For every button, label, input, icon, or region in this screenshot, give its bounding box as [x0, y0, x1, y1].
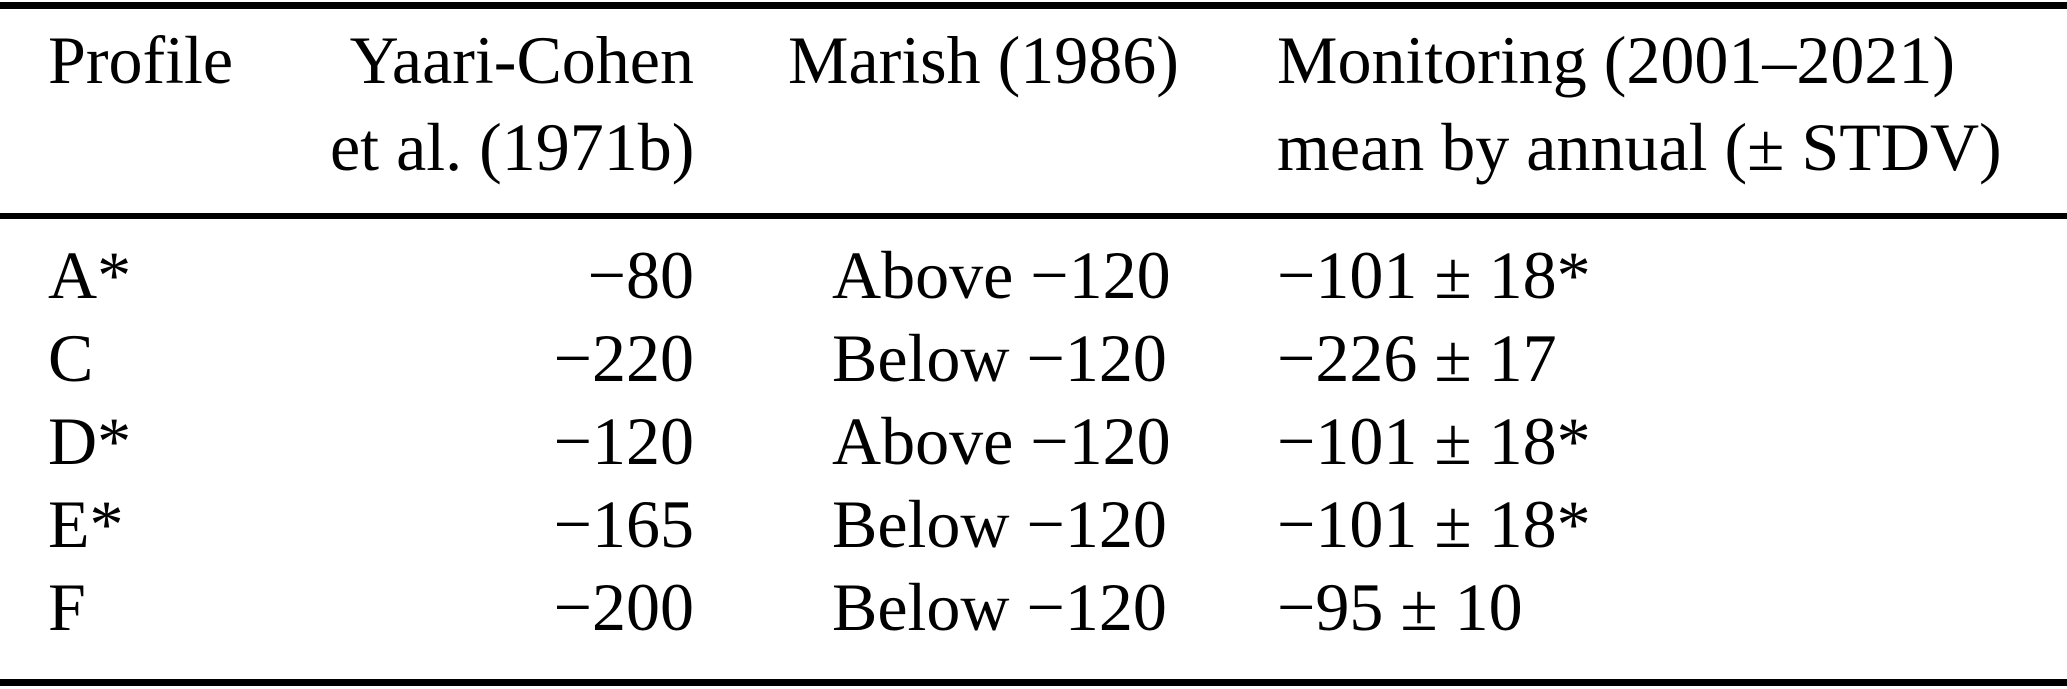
results-table: Profile Yaari-Cohen et al. (1971b) Maris… — [0, 0, 2067, 649]
cell-marish: Above −120 — [832, 237, 1171, 313]
header-yaari-cohen-line2: et al. (1971b) — [330, 109, 695, 185]
cell-marish: Below −120 — [832, 486, 1167, 562]
table-top-rule — [0, 2, 2067, 9]
header-monitoring-line2: mean by annual (± STDV) — [1277, 109, 2002, 185]
table-header: Profile Yaari-Cohen et al. (1971b) Maris… — [0, 0, 2067, 219]
cell-monitoring: −101 ± 18* — [1277, 237, 1591, 313]
header-yaari-cohen-line1: Yaari-Cohen — [349, 22, 694, 98]
cell-yaari: −200 — [553, 569, 694, 645]
header-profile-line1: Profile — [48, 22, 234, 98]
table-row: E* −165 Below −120 −101 ± 18* — [0, 483, 2067, 566]
header-row: Profile Yaari-Cohen et al. (1971b) Maris… — [0, 0, 2067, 219]
cell-monitoring: −95 ± 10 — [1277, 569, 1523, 645]
cell-monitoring: −101 ± 18* — [1277, 486, 1591, 562]
cell-yaari: −165 — [553, 486, 694, 562]
header-yaari-cohen: Yaari-Cohen et al. (1971b) — [330, 0, 694, 219]
table-row: A* −80 Above −120 −101 ± 18* — [0, 219, 2067, 317]
cell-monitoring: −226 ± 17 — [1277, 320, 1557, 396]
header-monitoring-line1: Monitoring (2001–2021) — [1277, 22, 1956, 98]
cell-monitoring: −101 ± 18* — [1277, 403, 1591, 479]
table-row: C −220 Below −120 −226 ± 17 — [0, 317, 2067, 400]
table-body: A* −80 Above −120 −101 ± 18* C −220 Belo… — [0, 219, 2067, 649]
header-marish: Marish (1986) — [694, 0, 1277, 219]
cell-yaari: −220 — [553, 320, 694, 396]
cell-profile: F — [48, 569, 86, 645]
table-row: D* −120 Above −120 −101 ± 18* — [0, 400, 2067, 483]
header-monitoring: Monitoring (2001–2021) mean by annual (±… — [1277, 0, 2067, 219]
table-header-rule — [0, 213, 2067, 219]
table-bottom-rule — [0, 679, 2067, 686]
cell-marish: Below −120 — [832, 320, 1167, 396]
cell-yaari: −80 — [587, 237, 694, 313]
cell-profile: E* — [48, 486, 124, 562]
cell-marish: Below −120 — [832, 569, 1167, 645]
cell-profile: C — [48, 320, 94, 396]
cell-profile: A* — [48, 237, 132, 313]
cell-marish: Above −120 — [832, 403, 1171, 479]
cell-profile: D* — [48, 403, 132, 479]
header-profile: Profile — [0, 0, 330, 219]
header-marish-line1: Marish (1986) — [788, 22, 1179, 98]
cell-yaari: −120 — [553, 403, 694, 479]
table-row: F −200 Below −120 −95 ± 10 — [0, 566, 2067, 649]
